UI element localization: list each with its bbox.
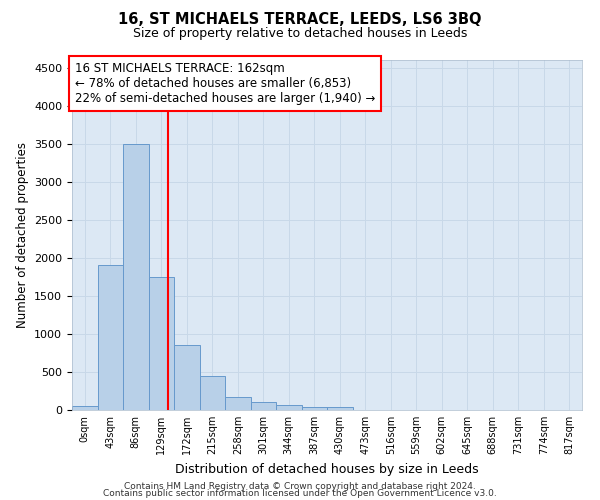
Y-axis label: Number of detached properties: Number of detached properties [16,142,29,328]
Text: Contains public sector information licensed under the Open Government Licence v3: Contains public sector information licen… [103,490,497,498]
X-axis label: Distribution of detached houses by size in Leeds: Distribution of detached houses by size … [175,462,479,475]
Bar [149,277,174,410]
Text: 16 ST MICHAELS TERRACE: 162sqm
← 78% of detached houses are smaller (6,853)
22% : 16 ST MICHAELS TERRACE: 162sqm ← 78% of … [74,62,375,105]
Bar [302,407,327,410]
Bar [327,407,353,410]
Bar [123,144,149,410]
Bar [72,406,97,410]
Bar [174,346,199,410]
Bar [199,376,225,410]
Text: 16, ST MICHAELS TERRACE, LEEDS, LS6 3BQ: 16, ST MICHAELS TERRACE, LEEDS, LS6 3BQ [118,12,482,28]
Bar [251,402,276,410]
Text: Contains HM Land Registry data © Crown copyright and database right 2024.: Contains HM Land Registry data © Crown c… [124,482,476,491]
Text: Size of property relative to detached houses in Leeds: Size of property relative to detached ho… [133,28,467,40]
Bar [97,266,123,410]
Bar [225,396,251,410]
Bar [276,406,302,410]
